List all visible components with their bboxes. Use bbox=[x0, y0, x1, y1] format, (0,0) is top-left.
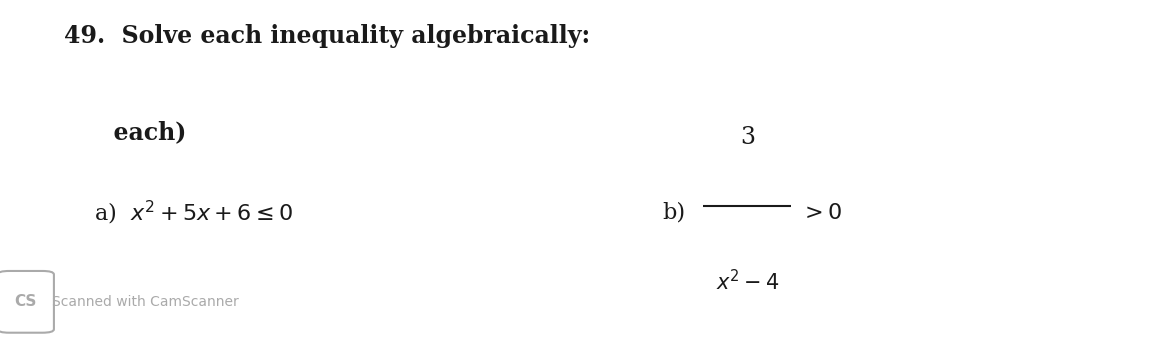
Text: $x^2-4$: $x^2-4$ bbox=[716, 269, 779, 294]
Text: a)  $x^2+5x+6\leq 0$: a) $x^2+5x+6\leq 0$ bbox=[94, 199, 293, 227]
Text: Scanned with CamScanner: Scanned with CamScanner bbox=[52, 295, 238, 309]
Text: 3: 3 bbox=[741, 126, 755, 149]
Text: b): b) bbox=[662, 202, 686, 224]
Text: each): each) bbox=[64, 120, 186, 144]
FancyBboxPatch shape bbox=[0, 271, 54, 333]
Text: CS: CS bbox=[14, 294, 38, 309]
Text: $>0$: $>0$ bbox=[800, 202, 843, 224]
Text: 49.  Solve each inequality algebraically:: 49. Solve each inequality algebraically: bbox=[64, 24, 591, 48]
